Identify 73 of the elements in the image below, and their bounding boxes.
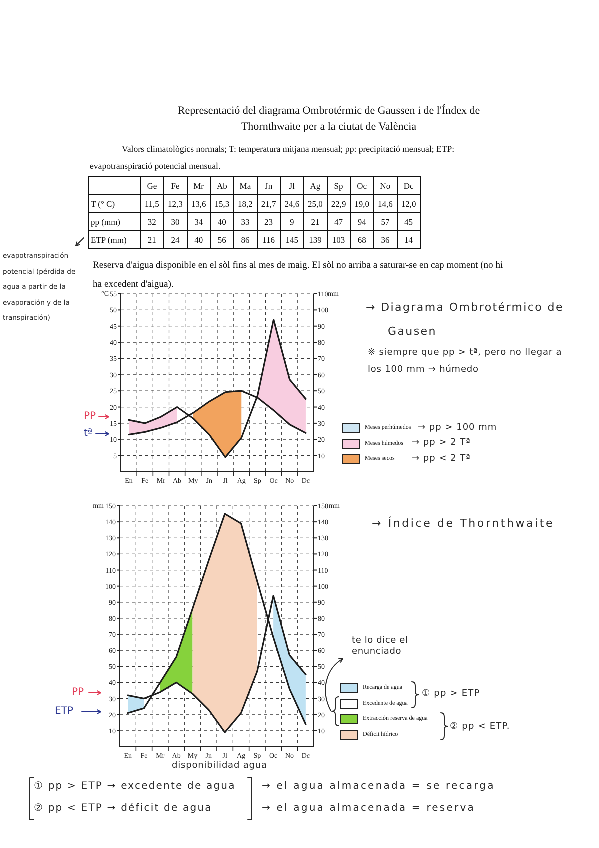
data-label: 21 (140, 230, 164, 248)
category-label: Jl (280, 176, 304, 194)
text: → pp > 100 mm (418, 422, 498, 434)
data-label: 9 (280, 212, 304, 230)
category-label: Jn (257, 176, 280, 194)
data-label: 47 (327, 212, 350, 230)
data-label: 11,5 (140, 194, 164, 212)
data-label: 103 (327, 230, 350, 248)
category-label: Dc (397, 176, 420, 194)
text: → el agua almacenada = reserva (262, 802, 476, 815)
category-label: No (374, 176, 398, 194)
data-label: 57 (374, 212, 398, 230)
data-label: 12,3 (164, 194, 188, 212)
data-label: 86 (234, 230, 258, 248)
category-label: Ge (140, 176, 164, 194)
category-label: Ma (234, 176, 258, 194)
data-label: 21 (304, 212, 328, 230)
data-label: 14,6 (374, 194, 398, 212)
data-label: 22,9 (327, 194, 350, 212)
text: Valors climatològics normals; T: temperatura mitjana mensual; pp: precipitació mensual; ETP: evapotranspiració potencial mensual. (90, 143, 456, 173)
legend-label: ETP (mm) (88, 230, 140, 248)
text: → el agua almacenada = se recarga (262, 780, 496, 793)
text: → Índice de Thornthwaite (372, 517, 555, 531)
text: ETP (55, 705, 74, 718)
data-label: 34 (187, 212, 210, 230)
data-label: 12,0 (397, 194, 420, 212)
text: T (° C) (88, 194, 140, 212)
data-label: 94 (350, 212, 374, 230)
data-label: 24 (164, 230, 188, 248)
text: ※ siempre que pp > tª, pero no llegar a los 100 mm → húmedo (368, 347, 564, 377)
data-label: 40 (187, 230, 210, 248)
data-label: 14 (397, 230, 420, 248)
category-label: Oc (350, 176, 374, 194)
data-label: 23 (257, 212, 280, 230)
data-label: 56 (210, 230, 234, 248)
data-label: 32 (140, 212, 164, 230)
data-label: 19,0 (350, 194, 374, 212)
data-label: 36 (374, 230, 398, 248)
line-series (128, 319, 307, 458)
text: PP (72, 686, 84, 699)
text: → pp < 2 Tª (412, 453, 471, 465)
category-label: Fe (164, 176, 188, 194)
data-label: 116 (257, 230, 280, 248)
data-label: 139 (304, 230, 328, 248)
data-label: 40 (210, 212, 234, 230)
text: ② pp < ETP. (450, 721, 510, 733)
text: PP (84, 410, 96, 423)
data-label: 21,7 (257, 194, 280, 212)
data-label: 30 (164, 212, 188, 230)
category-label: Mr (187, 176, 210, 194)
text: te lo dice el enunciado (352, 636, 410, 658)
category-label: Ag (304, 176, 328, 194)
data-label: 13,6 (187, 194, 210, 212)
category-label: Sp (327, 176, 350, 194)
text: Representació del diagrama Ombrotérmic de Gaussen i de l'Índex de Thornthwaite per a la ciutat de València (176, 104, 482, 134)
data-label: 18,2 (234, 194, 258, 212)
data-label: 145 (280, 230, 304, 248)
text: disponibilidad agua (172, 760, 268, 772)
text: → pp > 2 Tª (412, 437, 471, 449)
legend-label: pp (mm) (88, 212, 140, 230)
text: ② pp < ETP → déficit de agua (34, 802, 212, 815)
text: → Diagrama Ombrotérmico de Gausen (366, 300, 565, 340)
text: Reserva d'aigua disponible en el sòl fins al mes de maig. El sòl no arriba a saturar-se en cap moment (no hi ha excedent d'aigua). (93, 260, 504, 290)
text: ① pp > ETP → excedente de agua (34, 780, 236, 793)
category-label: Ab (210, 176, 234, 194)
text: ① pp > ETP (422, 688, 480, 700)
data-label: 25,0 (304, 194, 328, 212)
data-label: 33 (234, 212, 258, 230)
data-label: 24,6 (280, 194, 304, 212)
data-label: 45 (397, 212, 420, 230)
text: tª (84, 427, 93, 440)
data-label: 68 (350, 230, 374, 248)
data-label: 15,3 (210, 194, 234, 212)
